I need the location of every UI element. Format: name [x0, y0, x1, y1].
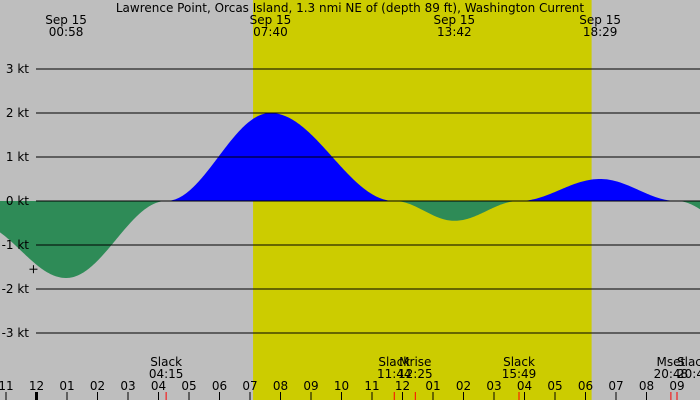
- event-label: Mset: [657, 355, 686, 369]
- labels: 3 kt 2 kt 1 kt 0 kt -1 kt -2 kt -3 kt 11 12 01 02 0…: [0, 13, 700, 393]
- extreme-date-label: Sep 15: [45, 13, 87, 27]
- y-tick-label: -3 kt: [2, 326, 30, 340]
- extreme-date-label: Sep 15: [579, 13, 621, 27]
- event-label: Slack: [150, 355, 182, 369]
- ebb-area: [0, 201, 700, 278]
- hour-tick-label: 10: [334, 379, 349, 393]
- event-time-label: 04:15: [149, 367, 184, 381]
- hour-tick-label: 05: [547, 379, 562, 393]
- hour-tick-label: 01: [425, 379, 440, 393]
- event-time-label: 20:4: [677, 367, 700, 381]
- flood-area: [0, 113, 700, 201]
- hour-tick-label: 11: [0, 379, 14, 393]
- hour-tick-label: 07: [608, 379, 623, 393]
- extreme-time-label: 18:29: [583, 25, 618, 39]
- extreme-time-label: 13:42: [437, 25, 472, 39]
- event-time-label: 15:49: [502, 367, 537, 381]
- hour-tick-label: 09: [669, 379, 684, 393]
- event-time-label: 11:44: [377, 367, 412, 381]
- extreme-date-label: Sep 15: [433, 13, 475, 27]
- event-label: Mrise: [399, 355, 431, 369]
- hour-tick-label: 11: [364, 379, 379, 393]
- event-label: Slack: [677, 355, 700, 369]
- hour-tick-label: 02: [456, 379, 471, 393]
- extreme-time-label: 07:40: [253, 25, 288, 39]
- hour-tick-label: 08: [639, 379, 654, 393]
- extreme-date-label: Sep 15: [250, 13, 292, 27]
- y-tick-label: -2 kt: [2, 282, 30, 296]
- y-tick-label: -1 kt: [2, 238, 30, 252]
- y-tick-label: 2 kt: [6, 106, 29, 120]
- hour-tick-label: 09: [303, 379, 318, 393]
- event-time-label: 12:25: [398, 367, 433, 381]
- event-time-label: 20:48: [654, 367, 689, 381]
- current-area: [0, 113, 700, 278]
- hour-tick-label: 03: [120, 379, 135, 393]
- y-tick-label: 1 kt: [6, 150, 29, 164]
- event-label: Slack: [378, 355, 410, 369]
- hour-tick-label: 03: [486, 379, 501, 393]
- hour-tick-label: 12: [29, 379, 44, 393]
- y-tick-label: 3 kt: [6, 62, 29, 76]
- hour-tick-label: 05: [181, 379, 196, 393]
- extreme-time-label: 00:58: [49, 25, 84, 39]
- y-tick-label: 0 kt: [6, 194, 29, 208]
- grid-lines: [5, 68, 700, 400]
- chart-title: Lawrence Point, Orcas Island, 1.3 nmi NE…: [116, 1, 585, 15]
- hour-tick-label: 04: [517, 379, 532, 393]
- hour-tick-label: 04: [151, 379, 166, 393]
- event-label: Slack: [503, 355, 535, 369]
- hour-tick-label: 07: [242, 379, 257, 393]
- hour-tick-label: 06: [578, 379, 593, 393]
- hour-tick-label: 06: [212, 379, 227, 393]
- hour-tick-label: 12: [395, 379, 410, 393]
- hour-tick-label: 08: [273, 379, 288, 393]
- hour-tick-label: 01: [59, 379, 74, 393]
- hour-tick-label: 02: [90, 379, 105, 393]
